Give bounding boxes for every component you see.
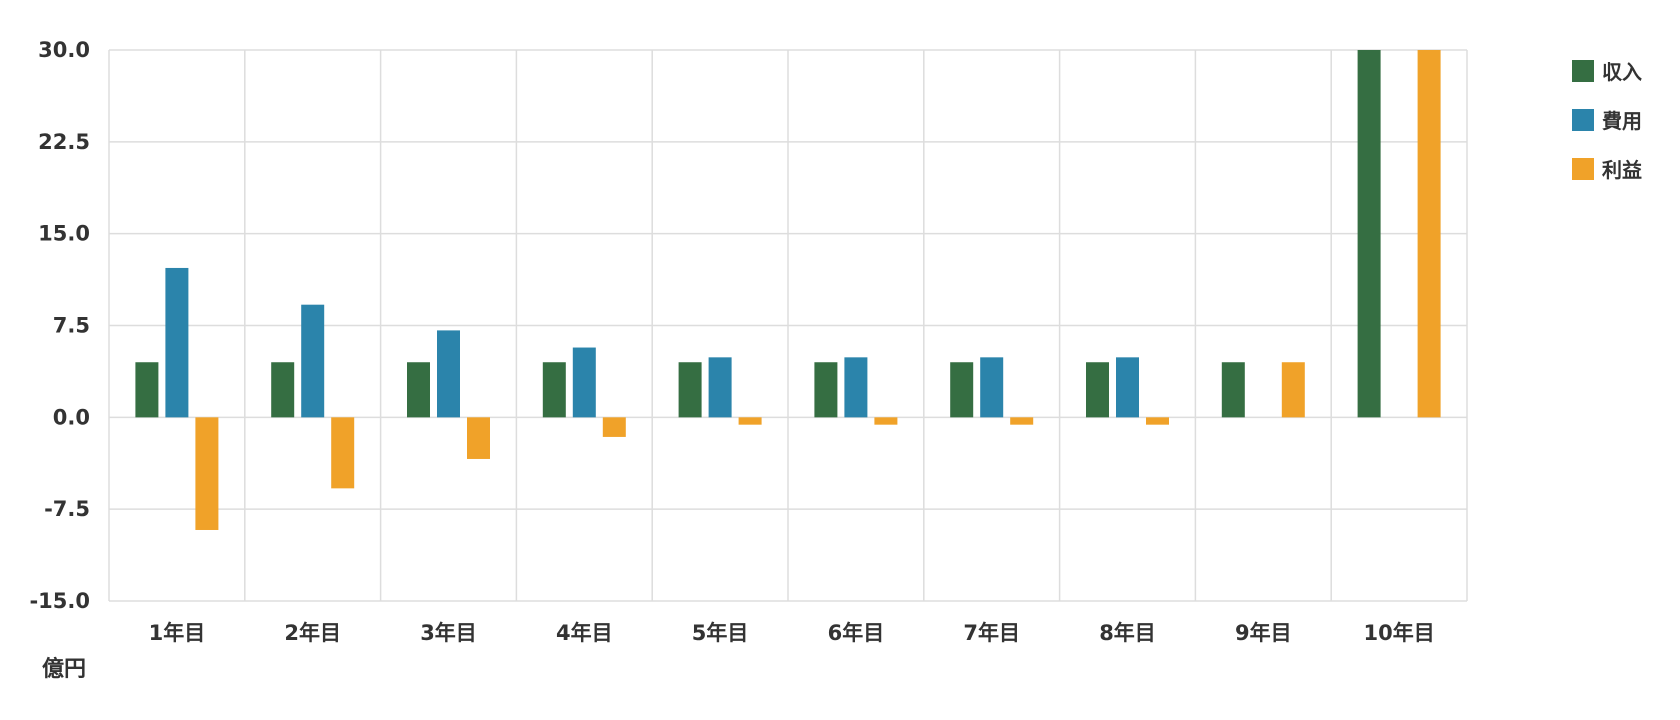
- legend-label-費用: 費用: [1602, 109, 1642, 133]
- grid: [108, 49, 1468, 602]
- legend-label-収入: 収入: [1602, 60, 1642, 84]
- x-tick-label: 9年目: [1235, 621, 1292, 645]
- bar-費用-6年目: [844, 357, 868, 418]
- bar-収入-4年目: [542, 362, 566, 418]
- y-tick-label: -15.0: [29, 589, 90, 613]
- bar-利益-9年目: [1281, 362, 1305, 418]
- bar-利益-8年目: [1146, 417, 1169, 425]
- bar-収入-2年目: [271, 362, 295, 418]
- y-tick-label: 15.0: [38, 222, 90, 246]
- bar-収入-5年目: [678, 362, 702, 418]
- bar-収入-1年目: [135, 362, 159, 418]
- x-tick-label: 4年目: [556, 621, 613, 645]
- y-tick-label: 30.0: [38, 38, 90, 62]
- x-axis-ticks: 1年目 2年目 3年目 4年目 5年目 6年目 7年目 8年目 9年目 10年目: [149, 621, 1435, 645]
- bar-費用-8年目: [1116, 357, 1139, 418]
- bar-費用-1年目: [165, 267, 189, 418]
- bar-費用-2年目: [301, 304, 325, 418]
- bar-利益-6年目: [874, 417, 898, 425]
- bar-収入-9年目: [1221, 362, 1245, 418]
- y-tick-label: 0.0: [53, 405, 90, 429]
- legend-swatch-収入: [1572, 60, 1594, 82]
- bar-利益-10年目: [1417, 50, 1441, 418]
- x-tick-label: 6年目: [828, 621, 885, 645]
- y-tick-label: -7.5: [44, 497, 90, 521]
- bar-収入-3年目: [407, 362, 430, 418]
- x-tick-label: 5年目: [692, 621, 749, 645]
- legend-label-利益: 利益: [1602, 158, 1642, 182]
- bar-収入-8年目: [1086, 362, 1109, 418]
- y-axis-unit-label: 億円: [42, 656, 86, 682]
- bar-収入-6年目: [814, 362, 838, 418]
- bar-利益-7年目: [1010, 417, 1034, 425]
- x-tick-label: 3年目: [420, 621, 477, 645]
- bar-収入-7年目: [950, 362, 974, 418]
- bar-利益-2年目: [331, 417, 355, 489]
- bar-収入-10年目: [1357, 50, 1381, 418]
- bar-利益-4年目: [602, 417, 626, 437]
- bar-費用-3年目: [437, 330, 460, 418]
- bars: [135, 50, 1441, 530]
- y-tick-label: 22.5: [38, 130, 90, 154]
- x-tick-label: 1年目: [149, 621, 206, 645]
- x-tick-label: 7年目: [963, 621, 1020, 645]
- bar-利益-3年目: [467, 417, 490, 459]
- bar-利益-1年目: [195, 417, 219, 530]
- y-tick-label: 7.5: [53, 314, 90, 338]
- x-tick-label: 10年目: [1363, 621, 1434, 645]
- legend-swatch-費用: [1572, 109, 1594, 131]
- legend-swatch-利益: [1572, 158, 1594, 180]
- bar-利益-5年目: [738, 417, 762, 425]
- x-tick-label: 2年目: [284, 621, 341, 645]
- bar-費用-7年目: [980, 357, 1004, 418]
- bar-費用-4年目: [572, 347, 596, 418]
- y-axis-ticks: 30.0 22.5 15.0 7.5 0.0 -7.5 -15.0: [29, 38, 90, 613]
- x-tick-label: 8年目: [1099, 621, 1156, 645]
- bar-費用-5年目: [708, 357, 732, 418]
